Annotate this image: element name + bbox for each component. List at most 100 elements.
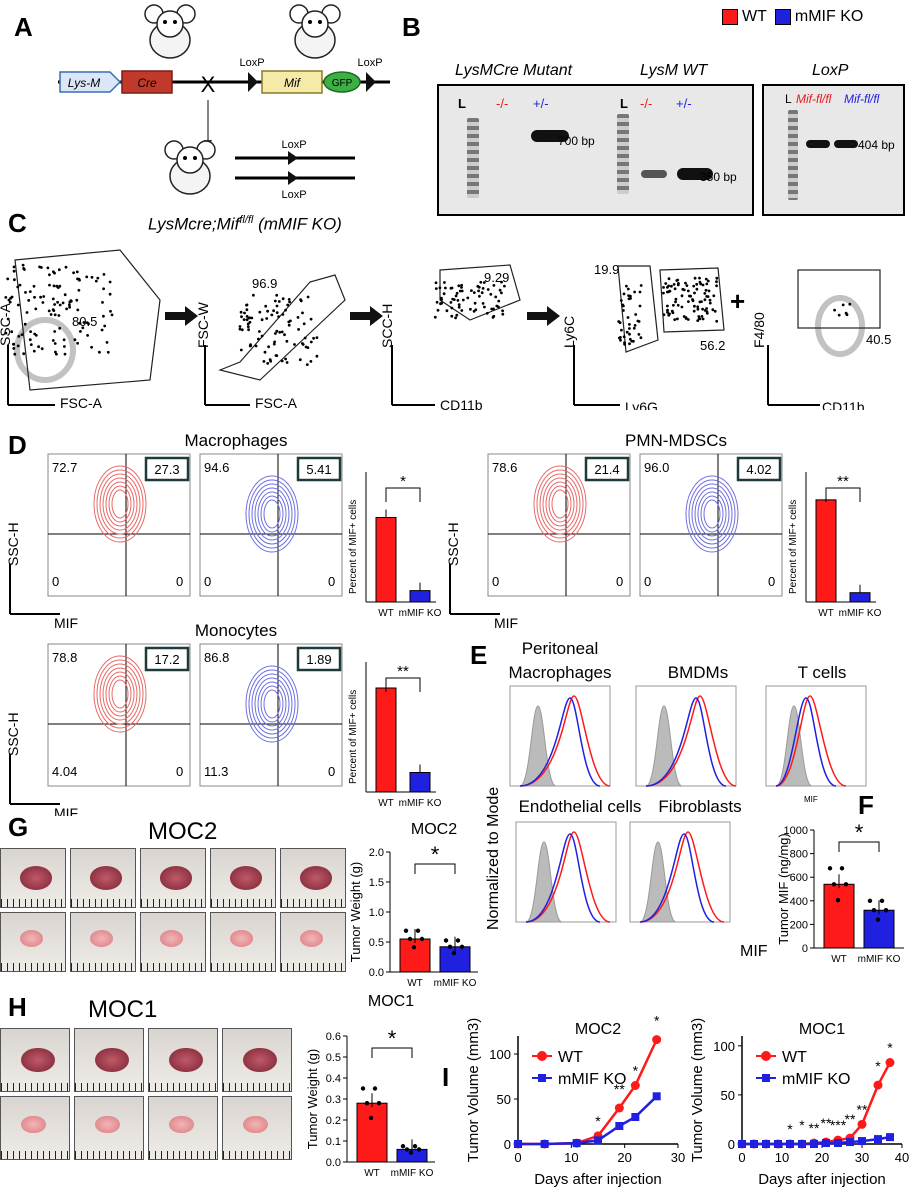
scatter-dot [450, 286, 454, 290]
contour-ring [108, 485, 132, 523]
axis-label-y: SCC-H [379, 304, 395, 348]
scatter-dot [621, 303, 625, 307]
quadrant-value: 0 [328, 574, 335, 589]
scatter-dot [625, 284, 628, 288]
hist-wt [525, 831, 611, 923]
scatter-dot [637, 333, 641, 336]
scatter-dot [278, 330, 282, 334]
data-point [403, 928, 409, 933]
moc1-photo-title: MOC1 [88, 996, 158, 1023]
hist-control [519, 705, 557, 787]
growth-ylabel: Tumor Volume (mm3) [465, 1018, 482, 1162]
bar-ylabel: Percent of MIF+ cells [348, 690, 359, 784]
scatter-dot [53, 313, 57, 317]
scatter-dot [8, 300, 12, 304]
loxp-top-label: LoxP [281, 139, 306, 151]
scatter-dot [715, 319, 719, 323]
growth-chart-title: MOC2 [575, 1021, 621, 1038]
scatter-dot [626, 316, 630, 319]
scatter-dot [56, 286, 60, 289]
scatter-dot [62, 338, 66, 342]
scatter-dot [477, 285, 481, 289]
tumor-sample [243, 1047, 278, 1073]
scatter-dot [68, 305, 71, 309]
tick-label: 0 [728, 1137, 735, 1152]
bar-chart-title: MOC1 [368, 993, 414, 1010]
bar [399, 938, 431, 973]
gate-value-b: 56.2 [700, 338, 725, 353]
scatter-dot [247, 316, 251, 320]
panel-label-d: D [8, 430, 27, 460]
scatter-dot [684, 317, 688, 320]
scatter-dot [633, 290, 636, 294]
scatter-dot [457, 303, 461, 307]
bar-category: WT [378, 798, 394, 809]
scatter-dot [688, 294, 691, 298]
scatter-dot [472, 309, 476, 313]
scatter-dot [301, 311, 304, 315]
series-marker [822, 1139, 830, 1148]
scatter-dot [239, 310, 243, 314]
lane-ko-2: -/- [640, 96, 653, 111]
contour-ring [99, 473, 141, 535]
scatter-dot [461, 298, 465, 302]
scatter-dot [622, 309, 625, 312]
tick-label: 0.0 [369, 967, 384, 979]
scatter-dot [315, 354, 319, 358]
mouse-icon [144, 4, 196, 59]
panel-label-g: G [8, 812, 29, 842]
scatter-dot [676, 278, 680, 282]
tick-label: 1.0 [369, 907, 384, 919]
scatter-dot [238, 327, 242, 331]
axis-label-y: SSC-A [0, 303, 13, 346]
scatter-dot [627, 297, 631, 301]
tumor-photo [148, 1028, 218, 1092]
bar [815, 499, 837, 603]
scatter-dot [435, 300, 439, 304]
scatter-dot [105, 341, 109, 344]
quadrant-value: 1.89 [306, 652, 331, 667]
ruler [211, 963, 275, 971]
ruler [211, 899, 275, 907]
tumor-photo [210, 912, 276, 972]
scatter-dot [628, 327, 631, 330]
scatter-dot [103, 324, 107, 328]
quadrant-box [584, 456, 630, 482]
bar [375, 687, 397, 793]
lane-L: L [458, 96, 466, 111]
series-marker [762, 1140, 770, 1148]
series-marker [786, 1140, 794, 1148]
scatter-dot [848, 302, 852, 306]
scatter-dot [16, 303, 20, 307]
tumor-photo [0, 912, 66, 972]
scatter-dot [693, 291, 696, 295]
scatter-dot [238, 325, 242, 328]
quadrant-box [144, 646, 190, 672]
scatter-dot [844, 311, 848, 315]
scatter-dot [6, 317, 10, 321]
scatter-dot [662, 313, 666, 317]
series-marker [614, 1103, 624, 1113]
axis-label-x: CD11b [822, 399, 865, 410]
panel-label-i: I [442, 1062, 450, 1092]
scatter-dot [293, 343, 296, 346]
scatter-dot [106, 350, 110, 354]
ruler [281, 963, 345, 971]
scatter-dot [52, 284, 56, 288]
quadrant-box [296, 646, 342, 672]
tick-label: 2.0 [369, 847, 384, 859]
scatter-dot [472, 291, 476, 294]
tumor-sample [160, 930, 184, 948]
scatter-dot [667, 284, 670, 288]
scatter-dot [40, 347, 44, 351]
data-point [835, 898, 841, 903]
legend: WT mMIF KO [722, 8, 863, 26]
tumor-photo [140, 848, 206, 908]
scatter-dot [102, 314, 105, 318]
scatter-dot [281, 297, 285, 301]
scatter-dot [56, 300, 59, 304]
scatter-dot [25, 311, 29, 314]
scatter-dot [444, 286, 447, 290]
scatter-dot [22, 352, 26, 356]
